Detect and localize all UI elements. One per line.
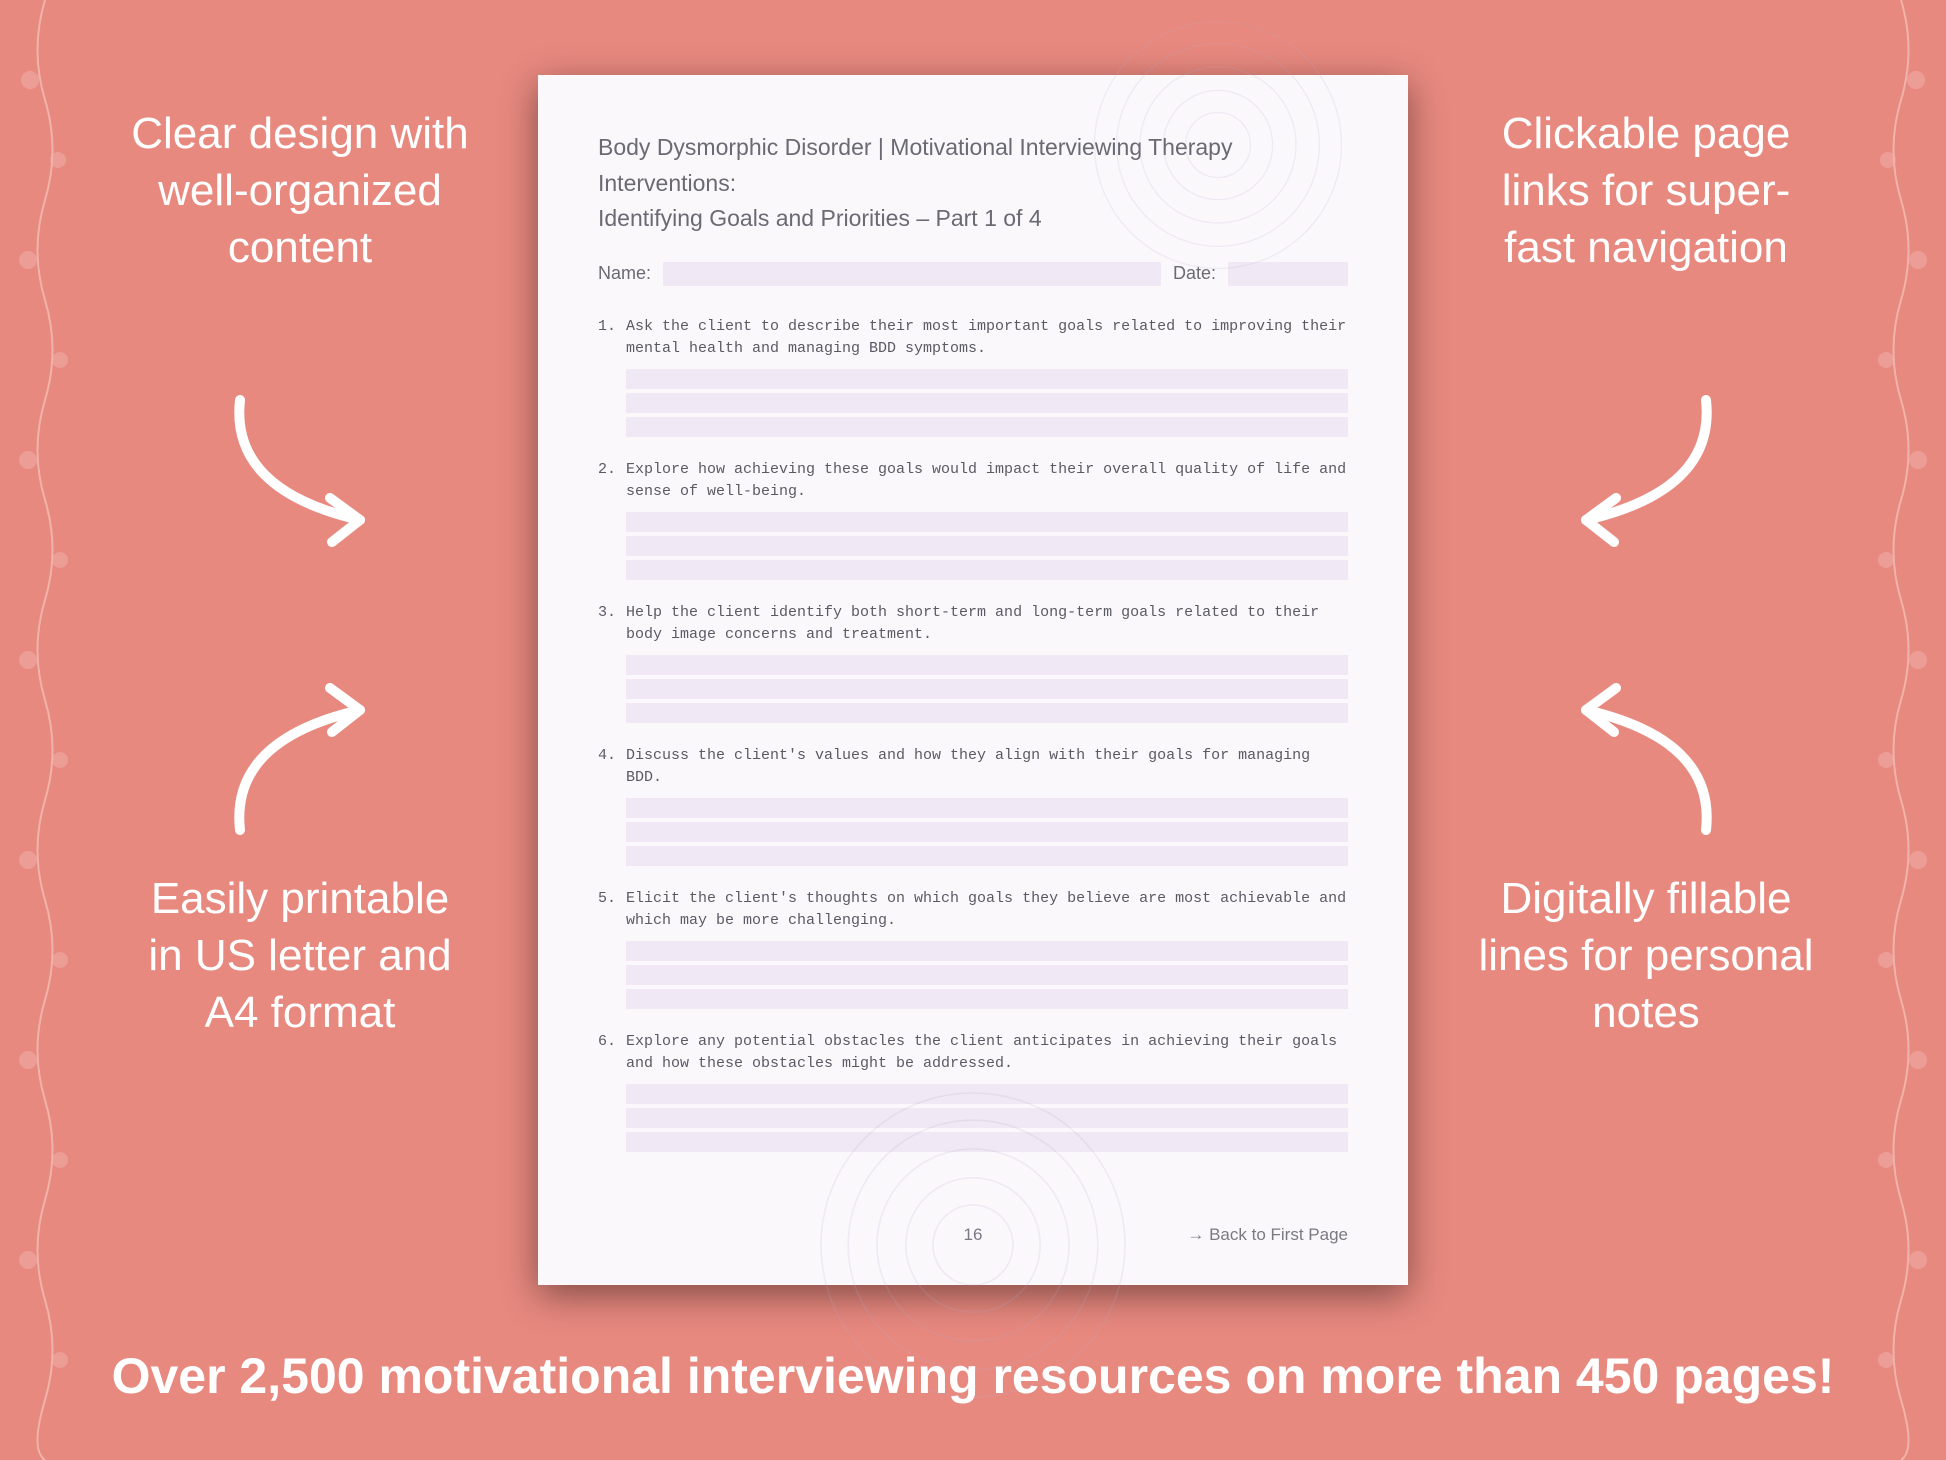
page-number: 16 — [964, 1225, 983, 1245]
question-body: Help the client identify both short-term… — [626, 602, 1348, 647]
arrow-top-right-icon — [1536, 370, 1736, 570]
question-body: Discuss the client's values and how they… — [626, 745, 1348, 790]
arrow-bottom-left-icon — [210, 660, 410, 860]
answer-line[interactable] — [626, 1108, 1348, 1128]
page-title-line1: Body Dysmorphic Disorder | Motivational … — [598, 134, 1232, 196]
question-item: 1.Ask the client to describe their most … — [598, 316, 1348, 437]
arrow-bottom-right-icon — [1536, 660, 1736, 860]
page-title: Body Dysmorphic Disorder | Motivational … — [598, 130, 1348, 237]
answer-lines[interactable] — [626, 512, 1348, 580]
question-body: Explore how achieving these goals would … — [626, 459, 1348, 504]
callout-top-right: Clickable page links for super-fast navi… — [1476, 105, 1816, 277]
document-page: Body Dysmorphic Disorder | Motivational … — [538, 75, 1408, 1285]
question-item: 5.Elicit the client's thoughts on which … — [598, 888, 1348, 1009]
answer-lines[interactable] — [626, 941, 1348, 1009]
question-item: 3.Help the client identify both short-te… — [598, 602, 1348, 723]
answer-line[interactable] — [626, 417, 1348, 437]
arrow-top-left-icon — [210, 370, 410, 570]
answer-lines[interactable] — [626, 1084, 1348, 1152]
question-item: 4.Discuss the client's values and how th… — [598, 745, 1348, 866]
question-number: 1. — [598, 316, 626, 361]
question-number: 3. — [598, 602, 626, 647]
date-label: Date: — [1173, 263, 1216, 284]
answer-line[interactable] — [626, 560, 1348, 580]
answer-line[interactable] — [626, 512, 1348, 532]
question-text: 1.Ask the client to describe their most … — [598, 316, 1348, 361]
answer-line[interactable] — [626, 798, 1348, 818]
answer-line[interactable] — [626, 965, 1348, 985]
answer-line[interactable] — [626, 393, 1348, 413]
question-body: Ask the client to describe their most im… — [626, 316, 1348, 361]
answer-line[interactable] — [626, 703, 1348, 723]
question-text: 2.Explore how achieving these goals woul… — [598, 459, 1348, 504]
answer-line[interactable] — [626, 1084, 1348, 1104]
answer-line[interactable] — [626, 1132, 1348, 1152]
question-text: 6.Explore any potential obstacles the cl… — [598, 1031, 1348, 1076]
floral-border-right — [1856, 0, 1946, 1460]
answer-line[interactable] — [626, 655, 1348, 675]
name-field[interactable] — [663, 262, 1161, 286]
page-footer: 16 → Back to First Page — [598, 1225, 1348, 1245]
callout-bottom-right: Digitally fillable lines for personal no… — [1476, 870, 1816, 1042]
question-text: 3.Help the client identify both short-te… — [598, 602, 1348, 647]
question-number: 2. — [598, 459, 626, 504]
answer-line[interactable] — [626, 679, 1348, 699]
question-body: Explore any potential obstacles the clie… — [626, 1031, 1348, 1076]
question-item: 2.Explore how achieving these goals woul… — [598, 459, 1348, 580]
bottom-banner: Over 2,500 motivational interviewing res… — [0, 1347, 1946, 1405]
name-date-row: Name: Date: — [598, 262, 1348, 286]
name-label: Name: — [598, 263, 651, 284]
answer-line[interactable] — [626, 369, 1348, 389]
question-number: 5. — [598, 888, 626, 933]
answer-lines[interactable] — [626, 798, 1348, 866]
date-field[interactable] — [1228, 262, 1348, 286]
answer-lines[interactable] — [626, 655, 1348, 723]
question-number: 4. — [598, 745, 626, 790]
questions-list: 1.Ask the client to describe their most … — [598, 316, 1348, 1152]
answer-line[interactable] — [626, 846, 1348, 866]
question-text: 5.Elicit the client's thoughts on which … — [598, 888, 1348, 933]
answer-line[interactable] — [626, 822, 1348, 842]
back-to-first-link[interactable]: → Back to First Page — [1187, 1225, 1348, 1245]
floral-border-left — [0, 0, 90, 1460]
question-number: 6. — [598, 1031, 626, 1076]
page-title-line2: Identifying Goals and Priorities – Part … — [598, 205, 1042, 231]
answer-lines[interactable] — [626, 369, 1348, 437]
callout-top-left: Clear design with well-organized content — [130, 105, 470, 277]
question-item: 6.Explore any potential obstacles the cl… — [598, 1031, 1348, 1152]
answer-line[interactable] — [626, 989, 1348, 1009]
answer-line[interactable] — [626, 941, 1348, 961]
answer-line[interactable] — [626, 536, 1348, 556]
question-body: Elicit the client's thoughts on which go… — [626, 888, 1348, 933]
callout-bottom-left: Easily printable in US letter and A4 for… — [130, 870, 470, 1042]
question-text: 4.Discuss the client's values and how th… — [598, 745, 1348, 790]
